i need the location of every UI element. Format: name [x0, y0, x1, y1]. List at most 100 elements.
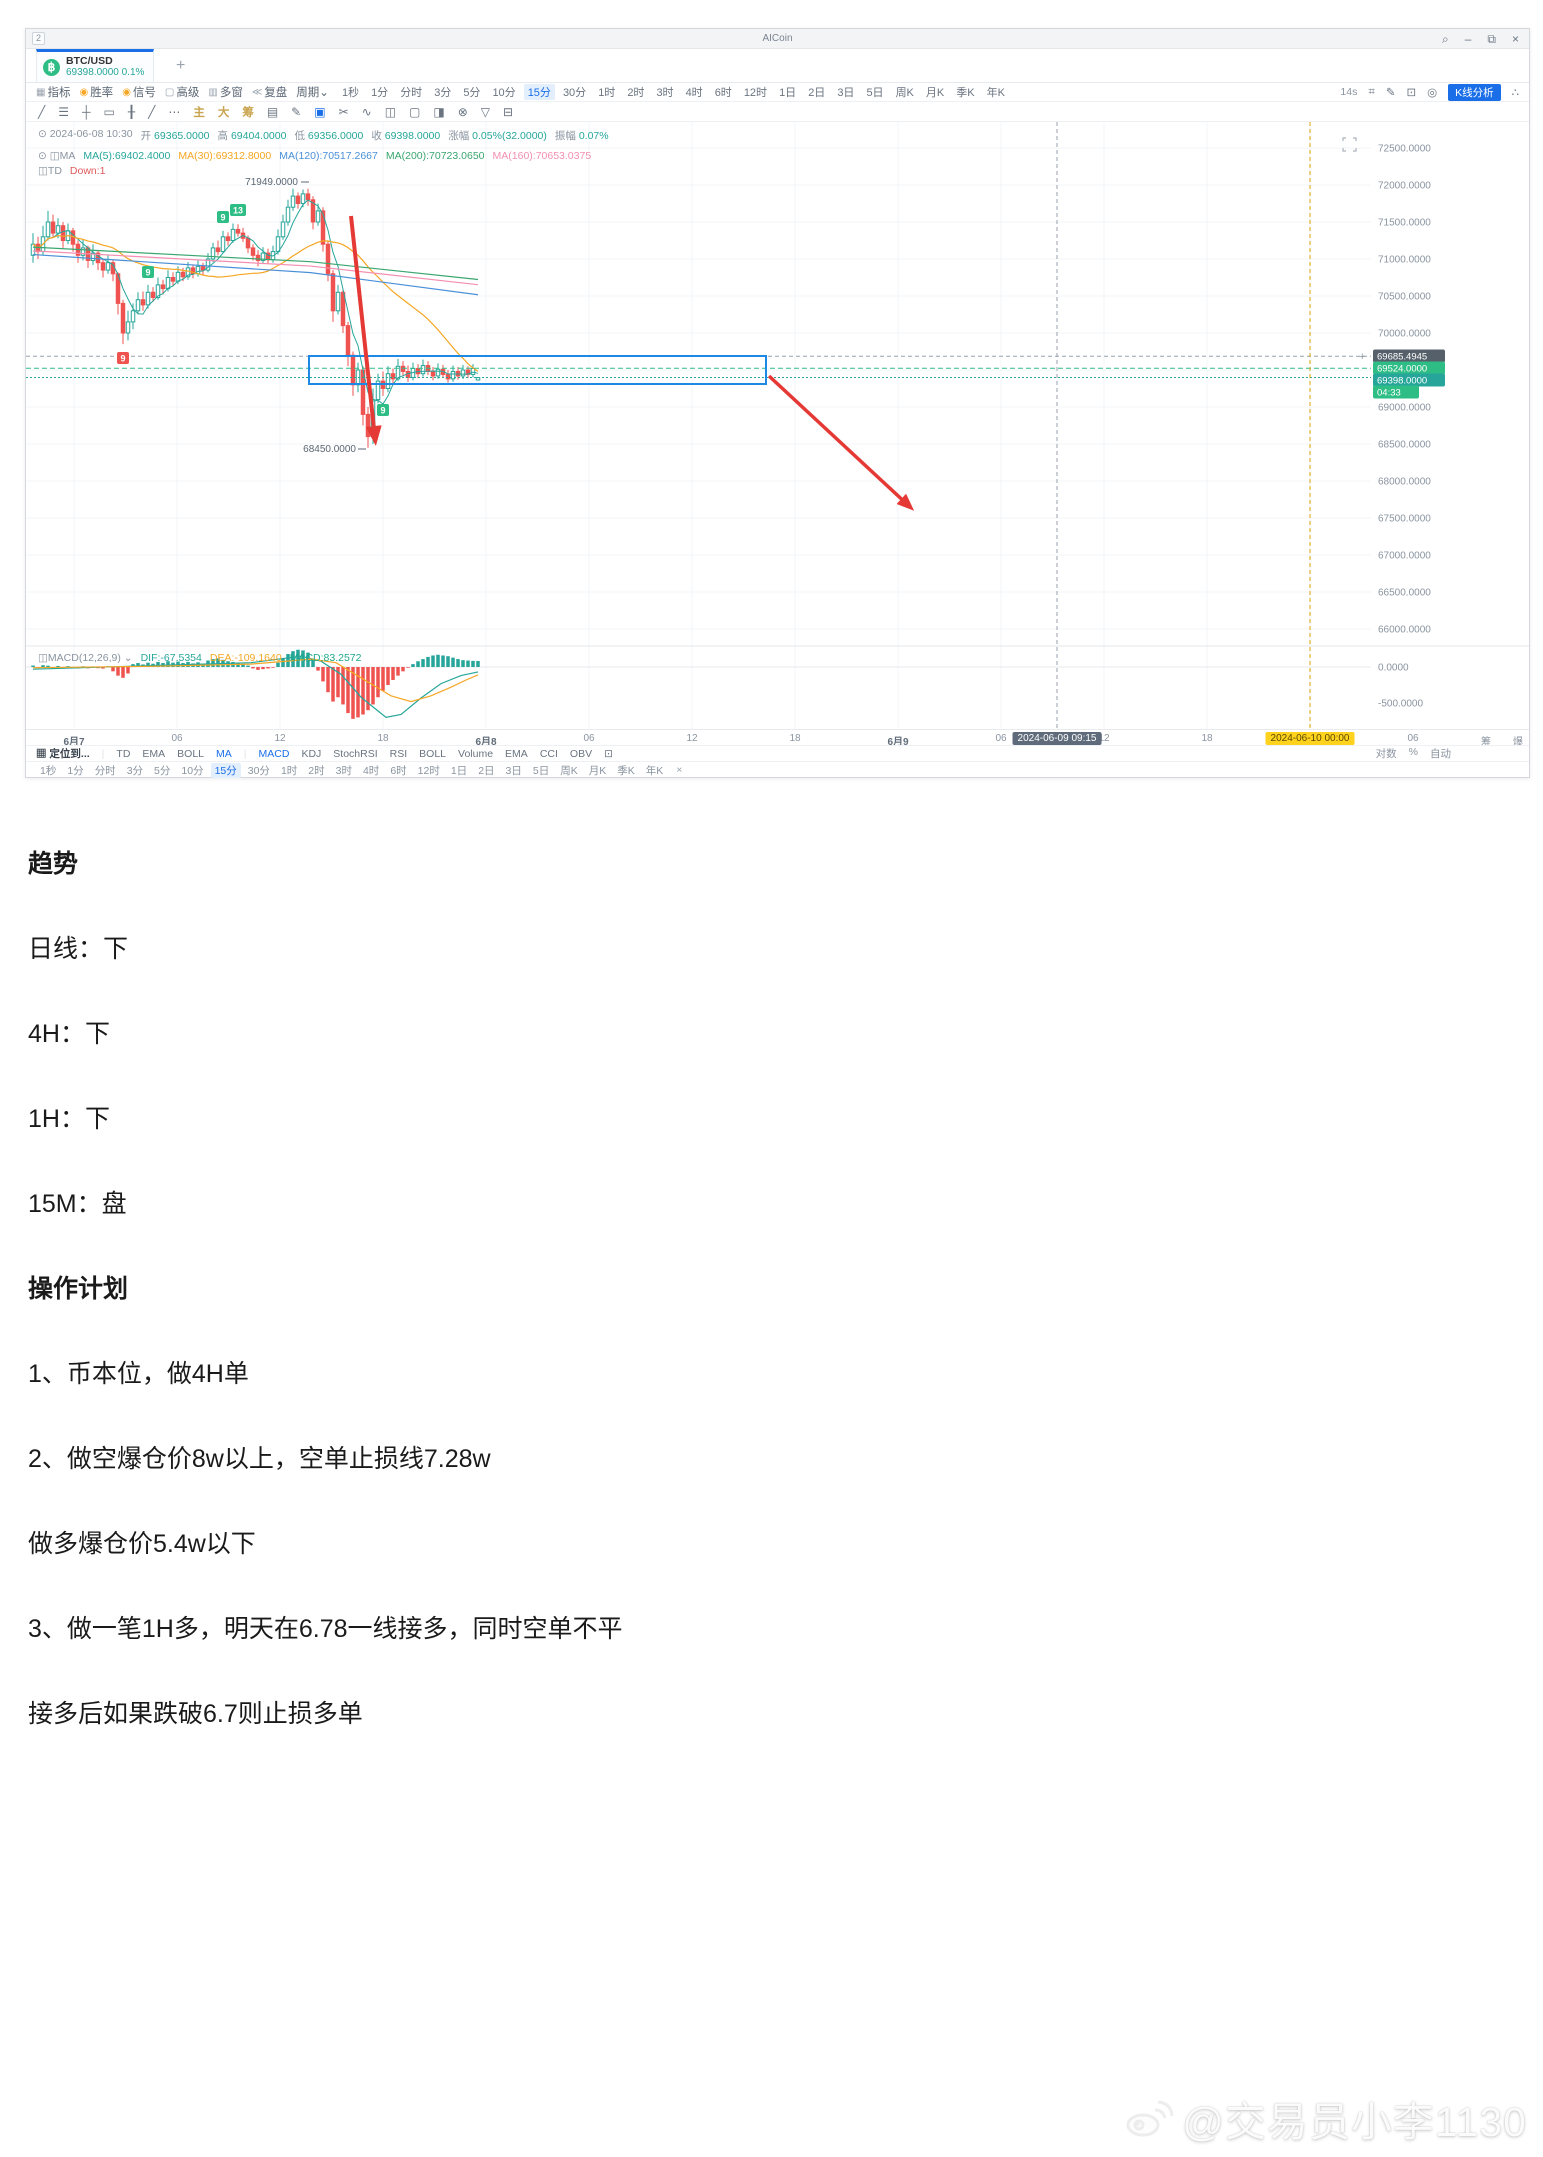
period-button-4时[interactable]: 4时	[685, 87, 703, 99]
period-button-3日[interactable]: 3日	[837, 87, 855, 99]
footer-period-6时[interactable]: 6时	[390, 764, 407, 777]
footer-period-2日[interactable]: 2日	[478, 764, 495, 777]
more-tools[interactable]: ⋯	[168, 104, 181, 119]
footer-period-3日[interactable]: 3日	[505, 764, 522, 777]
vertical-line-tool[interactable]: ╂	[127, 104, 136, 119]
toolbar-item-signal[interactable]: ◉ 信号	[122, 86, 156, 100]
screenshot-icon[interactable]: ⌗	[1368, 85, 1375, 98]
toolbar-item-replay[interactable]: ≪ 复盘	[251, 86, 288, 100]
indicator-RSI[interactable]: RSI	[389, 747, 408, 760]
footer-period-30分[interactable]: 30分	[247, 764, 270, 777]
overlay-BOLL[interactable]: BOLL	[177, 747, 205, 760]
indicator-OBV[interactable]: OBV	[569, 747, 593, 760]
period-button-1时[interactable]: 1时	[598, 87, 616, 99]
period-button-年K[interactable]: 年K	[986, 87, 1005, 99]
search-icon[interactable]: ⌕	[1441, 31, 1449, 46]
toolbar-item-win-rate[interactable]: ◉ 胜率	[79, 86, 114, 100]
footer-period-12时[interactable]: 12时	[417, 764, 440, 777]
footer-period-月K[interactable]: 月K	[588, 764, 607, 777]
footer-period-1日[interactable]: 1日	[450, 764, 468, 777]
toolbar-item-indicators[interactable]: ▦ 指标	[36, 86, 71, 100]
td-label[interactable]: ◫TD	[38, 165, 62, 177]
chip-overlay[interactable]: 筹	[242, 106, 254, 119]
kline-analysis-button[interactable]: K线分析	[1448, 83, 1501, 101]
link-tool[interactable]: ⊗	[457, 104, 468, 119]
period-button-12时[interactable]: 12时	[743, 87, 768, 99]
trend-line-tool[interactable]: ╱	[38, 104, 46, 119]
candlestick-chart[interactable]: 71949.0000 68450.0000 9 9 9 13 9 72500.0000 7200…	[26, 122, 1529, 729]
period-button-1秒[interactable]: 1秒	[341, 87, 360, 99]
toolbar-item-advanced[interactable]: ▢ 高级	[164, 86, 200, 100]
box-tool[interactable]: ▢	[409, 104, 421, 119]
footer-period-周K[interactable]: 周K	[560, 764, 578, 777]
period-button-1日[interactable]: 1日	[779, 87, 797, 99]
footer-period-1秒[interactable]: 1秒	[40, 764, 57, 777]
footer-period-1时[interactable]: 1时	[280, 764, 298, 777]
time-axis[interactable]: 6月7 06 12 18 6月8 06 12 18 6月9 06 12 18 06 2024-06-09 …	[26, 729, 1529, 748]
draw-icon[interactable]: ✎	[1385, 87, 1396, 99]
indicator-CCI[interactable]: CCI	[539, 747, 558, 760]
macd-label[interactable]: ◫MACD(12,26,9) ⌄	[38, 652, 133, 664]
footer-period-10分[interactable]: 10分	[181, 764, 204, 777]
footer-period-2时[interactable]: 2时	[308, 764, 325, 777]
footer-period-5日[interactable]: 5日	[532, 764, 550, 777]
target-icon[interactable]: ◎	[1427, 87, 1438, 99]
restore-button[interactable]: ⧉	[1487, 31, 1496, 46]
large-text[interactable]: 大	[217, 106, 230, 119]
period-button-季K[interactable]: 季K	[956, 87, 975, 99]
chart-area[interactable]: 71949.0000 68450.0000 9 9 9 13 9 72500.0000 7200…	[26, 122, 1529, 729]
scale-自动[interactable]: 自动	[1430, 748, 1451, 760]
footer-period-5分[interactable]: 5分	[154, 764, 171, 777]
period-button-3时[interactable]: 3时	[656, 87, 674, 99]
footer-period-年K[interactable]: 年K	[645, 764, 664, 777]
indicator-settings-icon[interactable]: ⊡	[604, 747, 613, 760]
scale-%[interactable]: %	[1408, 746, 1418, 758]
period-button-3分[interactable]: 3分	[434, 87, 452, 99]
note-tool[interactable]: ▤	[266, 104, 279, 119]
period-button-30分[interactable]: 30分	[562, 87, 587, 99]
share-icon[interactable]: ∴	[1511, 87, 1519, 99]
overlay-MA[interactable]: MA	[216, 747, 232, 760]
period-button-月K[interactable]: 月K	[925, 87, 945, 99]
horizontal-line-tool[interactable]: ┼	[82, 104, 91, 119]
ray-tool[interactable]: ╱	[148, 104, 156, 119]
indicator-StochRSI[interactable]: StochRSI	[333, 747, 378, 760]
footer-period-4时[interactable]: 4时	[362, 764, 380, 777]
edit-chart-tool[interactable]: ◨	[433, 104, 445, 119]
footer-period-分时[interactable]: 分时	[94, 764, 116, 777]
footer-period-1分[interactable]: 1分	[67, 764, 84, 777]
pencil-tool[interactable]: ✎	[291, 104, 302, 119]
toolbar-item-period-menu[interactable]: 周期⌄	[296, 87, 329, 99]
period-button-6时[interactable]: 6时	[714, 87, 732, 99]
footer-period-15分[interactable]: 15分	[210, 762, 241, 778]
period-button-10分[interactable]: 10分	[492, 87, 516, 99]
footer-period-3分[interactable]: 3分	[126, 764, 144, 777]
wave-tool[interactable]: ∿	[361, 104, 372, 119]
indicator-BOLL[interactable]: BOLL	[419, 747, 447, 760]
select-box-tool[interactable]: ▣	[314, 104, 326, 119]
clip-tool[interactable]: ✂	[338, 104, 349, 119]
rectangle-tool[interactable]: ▭	[103, 104, 115, 119]
filter-tool[interactable]: ▽	[480, 104, 491, 119]
period-button-15分[interactable]: 15分	[523, 84, 555, 100]
period-button-5分[interactable]: 5分	[463, 87, 481, 99]
period-button-2日[interactable]: 2日	[808, 87, 826, 99]
pattern-tool[interactable]: ◫	[384, 104, 397, 119]
axis-corner-爆[interactable]: 爆	[1513, 737, 1523, 748]
indicator-KDJ[interactable]: KDJ	[301, 747, 322, 760]
parallel-lines-tool[interactable]: ☰	[58, 104, 69, 119]
period-button-周K[interactable]: 周K	[895, 87, 914, 99]
close-period-bar-button[interactable]: ×	[676, 764, 683, 776]
period-button-2时[interactable]: 2时	[627, 87, 645, 99]
scale-对数[interactable]: 对数	[1375, 748, 1397, 760]
indicator-EMA[interactable]: EMA	[505, 747, 528, 760]
toolbar-item-multi-window[interactable]: ▥ 多窗	[208, 86, 243, 100]
close-button[interactable]: ×	[1511, 32, 1519, 46]
indicator-Volume[interactable]: Volume	[458, 747, 494, 760]
frame-icon[interactable]: ⊡	[1406, 87, 1417, 99]
period-button-分时[interactable]: 分时	[400, 87, 423, 99]
add-tab-button[interactable]: +	[176, 56, 186, 74]
main-overlay[interactable]: 主	[193, 106, 205, 119]
footer-period-季K[interactable]: 季K	[617, 764, 635, 777]
symbol-tab[interactable]: ฿ BTC/USD 69398.0000 0.1%	[36, 49, 154, 82]
